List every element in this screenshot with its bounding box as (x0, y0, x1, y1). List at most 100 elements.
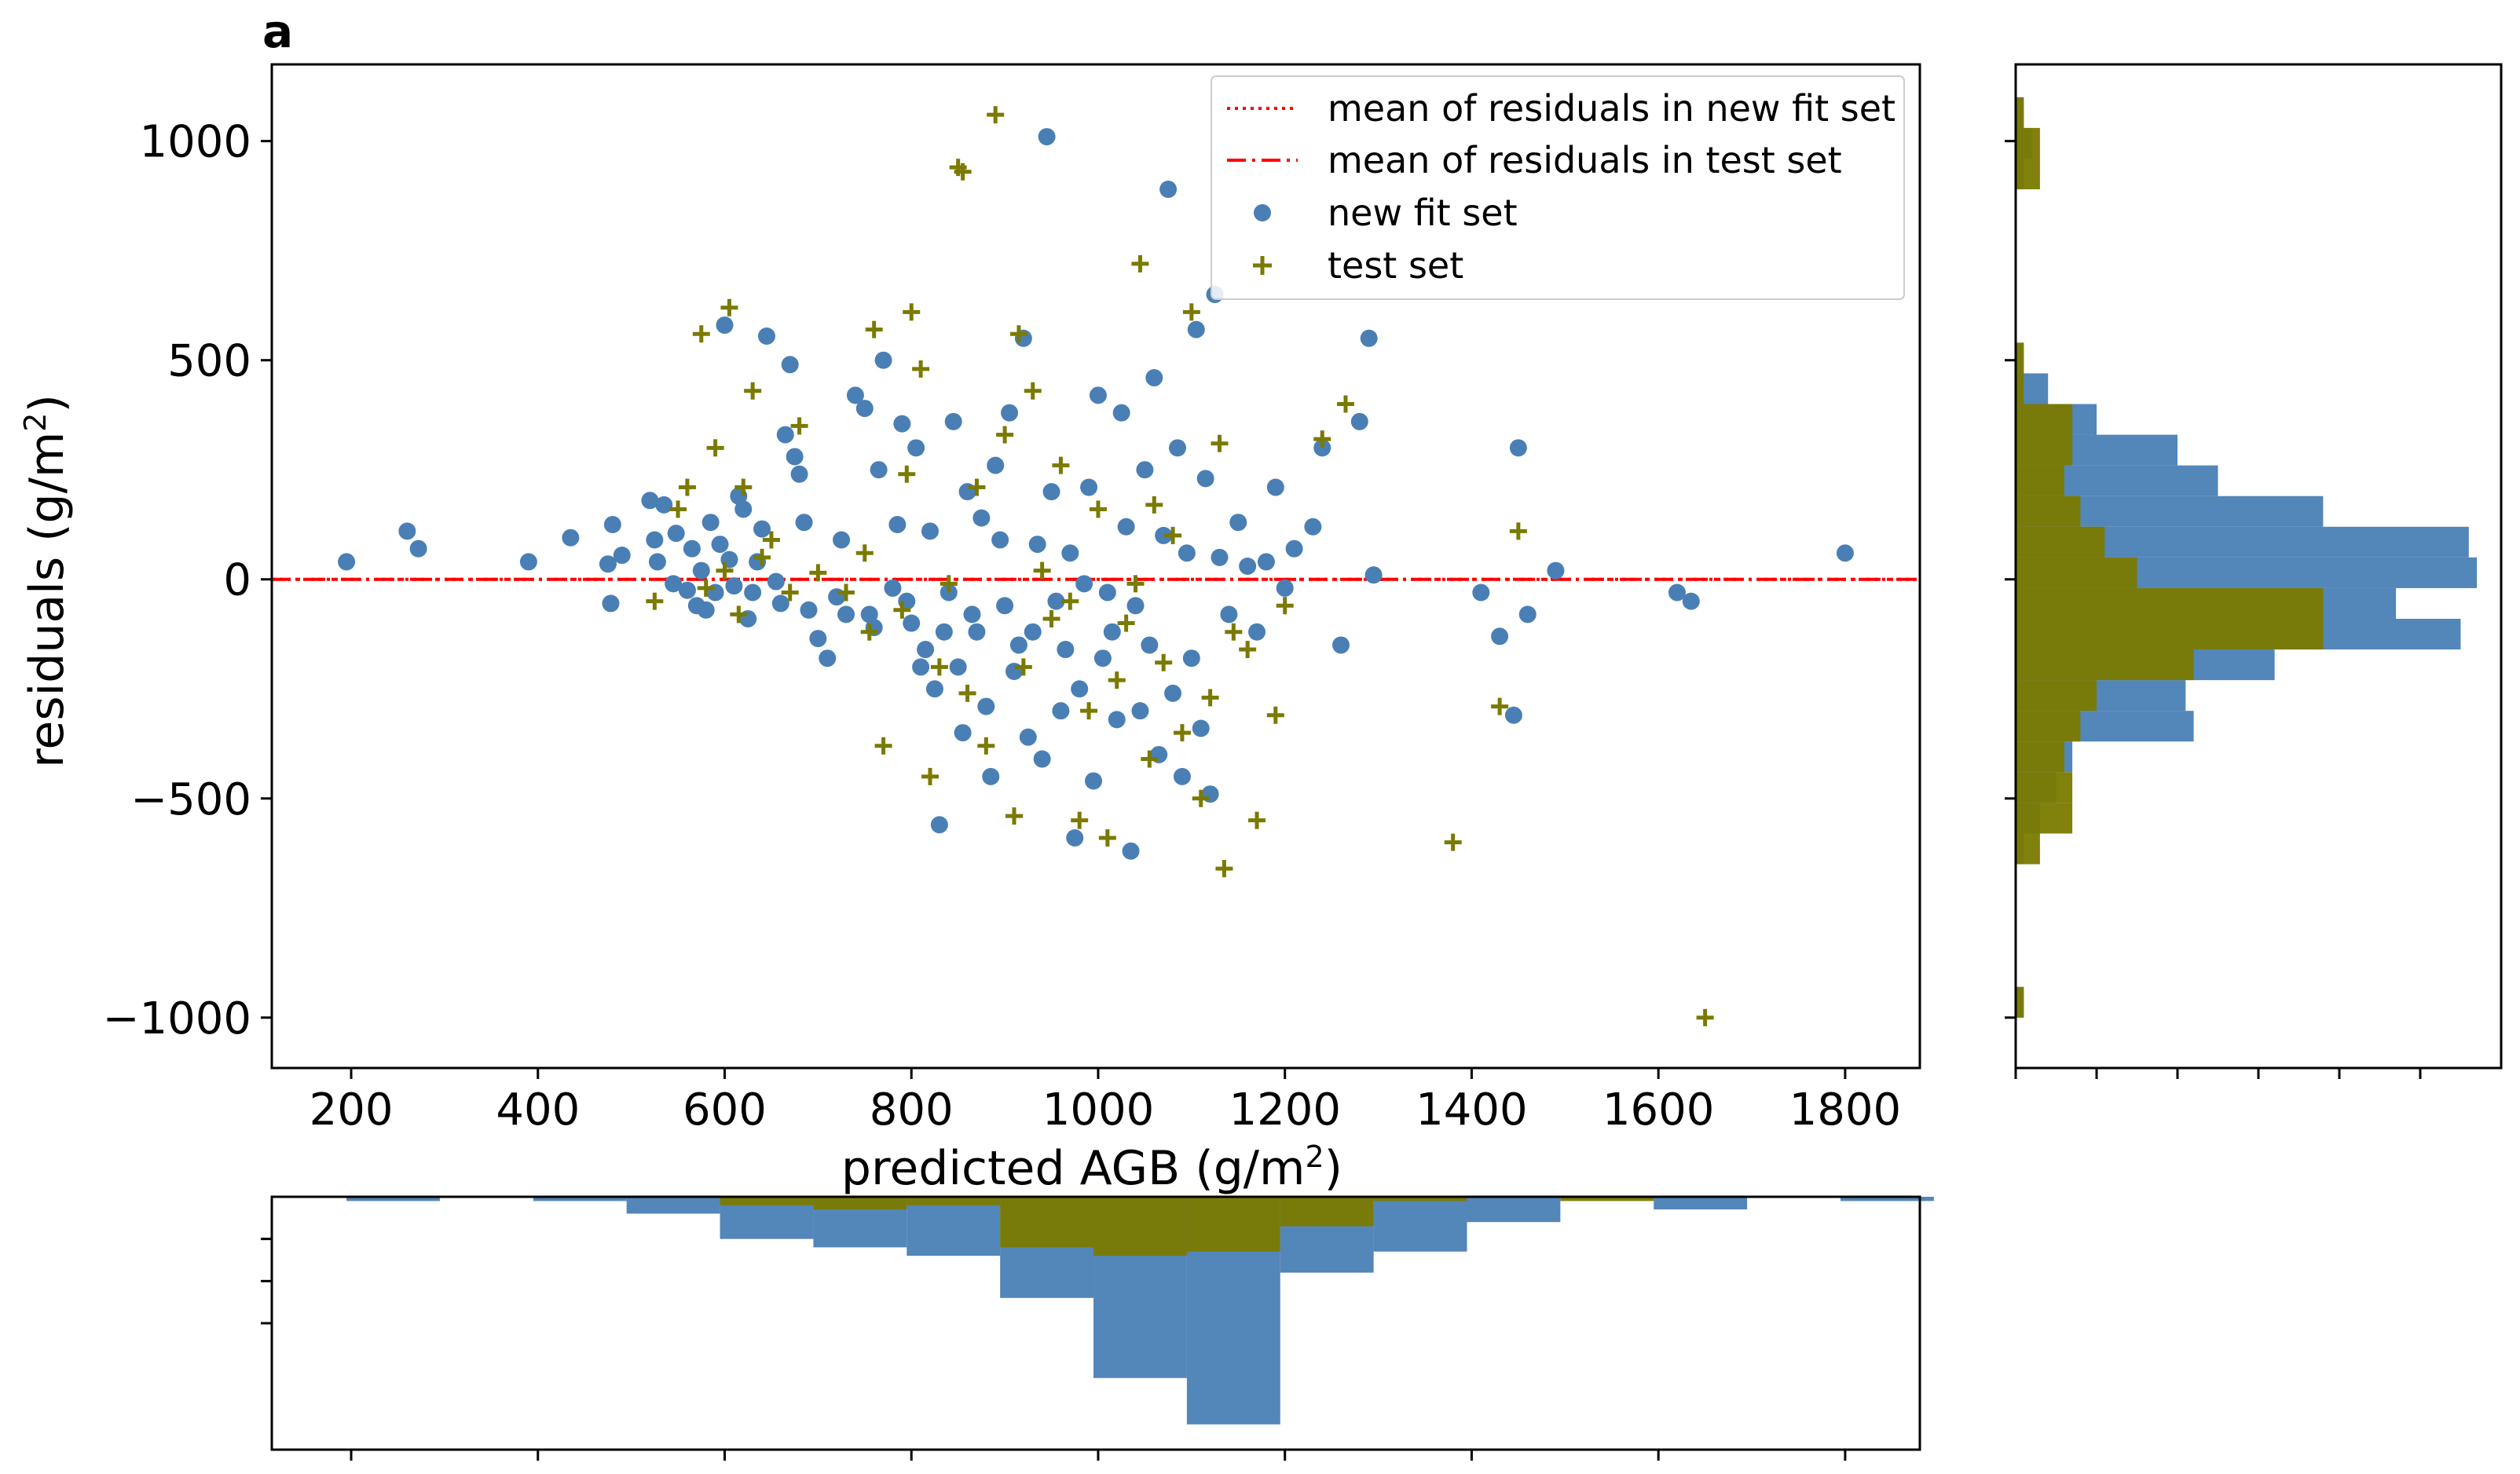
test-point (1024, 382, 1042, 400)
test-point (1266, 706, 1284, 724)
test-point (809, 564, 827, 582)
x-tick-label: 800 (870, 1084, 954, 1136)
fit-point (1126, 597, 1145, 615)
test-point (1052, 456, 1070, 474)
test-point (898, 465, 916, 483)
fit-point (767, 572, 785, 591)
fit-point (398, 522, 416, 540)
fit-point (1155, 526, 1173, 544)
test-point (1444, 833, 1462, 851)
fit-point (1169, 439, 1187, 457)
fit-point (1276, 579, 1294, 597)
fit-point (1266, 478, 1284, 496)
test-point (1117, 614, 1135, 632)
y-hist-test-bar (2016, 373, 2024, 404)
fit-point (912, 658, 930, 676)
test-point (678, 478, 696, 496)
x-hist-test-bars (720, 1197, 1654, 1256)
test-point (921, 767, 940, 785)
fit-point (846, 386, 864, 404)
y-tick-label: 500 (167, 336, 251, 387)
test-point (1080, 702, 1098, 720)
fit-point (771, 594, 789, 613)
fit-point (781, 356, 799, 374)
fit-point (949, 658, 967, 676)
test-point (860, 623, 878, 641)
test-point (1145, 496, 1163, 514)
y-hist-test-bar (2016, 465, 2064, 496)
x-axis-ticks: 200 400 600 800 1000 1200 1400 1600 1800 (310, 1068, 1902, 1136)
test-point (1276, 597, 1294, 615)
x-hist-test-bar (907, 1197, 1001, 1205)
fit-point (790, 465, 808, 483)
fit-point (1836, 544, 1854, 562)
x-tick-label: 400 (496, 1084, 580, 1136)
test-point (1033, 561, 1051, 580)
fit-point (1229, 514, 1247, 532)
x-hist-test-bar (1280, 1197, 1374, 1227)
test-point (744, 382, 762, 400)
y-hist-test-bar (2016, 680, 2097, 711)
fit-point (907, 439, 925, 457)
fit-points (338, 128, 1854, 860)
fit-point (725, 577, 743, 595)
fit-point (667, 525, 685, 543)
fit-point (982, 767, 1000, 785)
x-tick-label: 1800 (1789, 1084, 1902, 1136)
y-hist-test-bar (2016, 496, 2081, 527)
fit-point (996, 597, 1014, 615)
fit-point (1192, 719, 1210, 737)
fit-point (1313, 439, 1331, 457)
test-point (1173, 724, 1191, 742)
legend-label-mean-test: mean of residuals in test set (1328, 139, 1842, 181)
y-hist-test-bar (2016, 833, 2040, 865)
test-point (977, 737, 995, 755)
test-point (1098, 829, 1116, 847)
x-hist-fit-bar (1373, 1197, 1467, 1252)
fit-point (1122, 842, 1140, 860)
fit-point (917, 641, 935, 659)
fit-point (930, 816, 948, 834)
fit-point (888, 515, 907, 533)
y-tick-label: 0 (223, 555, 251, 606)
fit-point (786, 448, 804, 466)
fit-point (1061, 544, 1079, 562)
fit-point (409, 539, 427, 558)
test-point (1215, 860, 1233, 878)
x-hist-fit-bar (1840, 1197, 1934, 1202)
scatter-frame (270, 63, 1921, 1070)
test-point (1061, 592, 1079, 610)
test-point (874, 737, 892, 755)
fit-point (1066, 829, 1084, 847)
fit-point (776, 426, 794, 444)
fit-point (1248, 623, 1266, 641)
test-point (1248, 811, 1266, 829)
fit-point (602, 594, 620, 613)
x-axis-title: predicted AGB (g/m2) (841, 1139, 1342, 1196)
test-point (1141, 750, 1159, 768)
test-point (930, 658, 948, 676)
fit-point (338, 553, 356, 571)
test-point (697, 579, 715, 597)
test-point (940, 575, 958, 593)
test-point (669, 500, 687, 518)
test-point (781, 583, 799, 602)
fit-point (855, 400, 874, 418)
test-point (1239, 641, 1257, 659)
fit-point (1145, 369, 1163, 387)
fit-point (1047, 592, 1065, 610)
fit-point (697, 601, 715, 619)
legend-box (1211, 75, 1905, 300)
test-point (1089, 500, 1107, 518)
fit-point (1089, 386, 1107, 404)
fit-point (1509, 439, 1527, 457)
fit-point (678, 581, 696, 599)
fit-point (1182, 649, 1200, 668)
x-marginal-histogram (261, 1195, 1934, 1461)
y-hist-test-bar (2016, 526, 2105, 558)
fit-point (884, 579, 902, 597)
x-tick-label: 1600 (1602, 1084, 1715, 1136)
y-tick-label: 1000 (139, 117, 251, 168)
fit-point (1024, 623, 1042, 641)
fit-point (1117, 518, 1135, 536)
